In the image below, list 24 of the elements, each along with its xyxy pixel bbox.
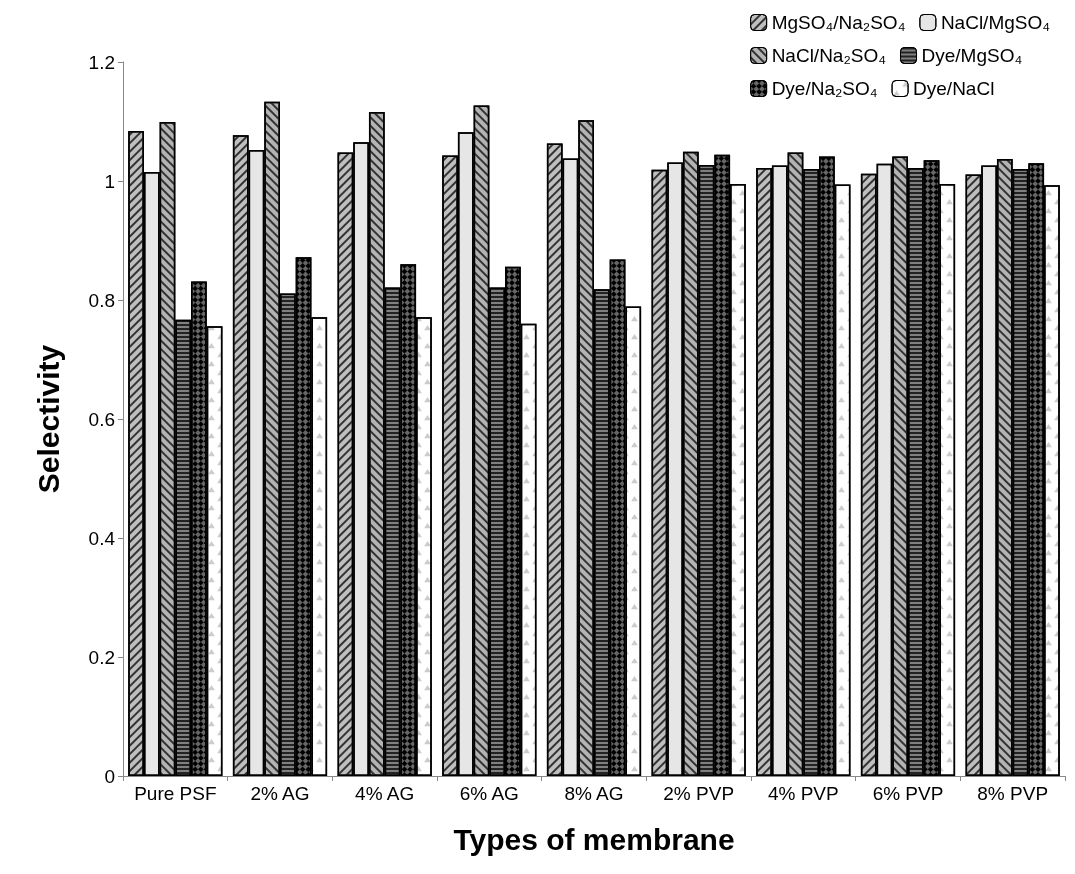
x-tick-label: Pure PSF — [134, 783, 217, 804]
y-tick-label: 0.4 — [88, 527, 116, 549]
legend-label: MgSO₄/Na₂SO₄ — [771, 12, 906, 33]
y-tick-label: 1 — [104, 170, 115, 192]
y-tick-label: 1.2 — [88, 51, 115, 73]
x-axis-title: Types of membrane — [453, 822, 735, 856]
y-tick-label: 0 — [104, 765, 115, 787]
x-tick-label: 6% PVP — [872, 783, 944, 804]
x-tick-label: 6% AG — [459, 783, 519, 804]
legend-label: Dye/Na₂SO₄ — [771, 78, 878, 99]
x-tick-label: 4% AG — [355, 783, 415, 804]
legend-label: NaCl/MgSO₄ — [940, 12, 1051, 33]
legend-label: Dye/NaCl — [913, 78, 995, 99]
x-tick-label: 2% PVP — [663, 783, 735, 804]
legend-label: NaCl/Na₂SO₄ — [771, 45, 887, 66]
x-tick-label: 4% PVP — [767, 783, 839, 804]
x-tick-label: 8% PVP — [977, 783, 1049, 804]
y-axis-title: Selectivity — [31, 344, 65, 494]
y-tick-label: 0.8 — [88, 289, 115, 311]
y-tick-label: 0.2 — [88, 646, 115, 668]
x-tick-label: 8% AG — [564, 783, 624, 804]
legend-label: Dye/MgSO₄ — [921, 45, 1023, 66]
y-tick-label: 0.6 — [88, 408, 115, 430]
x-tick-label: 2% AG — [250, 783, 310, 804]
